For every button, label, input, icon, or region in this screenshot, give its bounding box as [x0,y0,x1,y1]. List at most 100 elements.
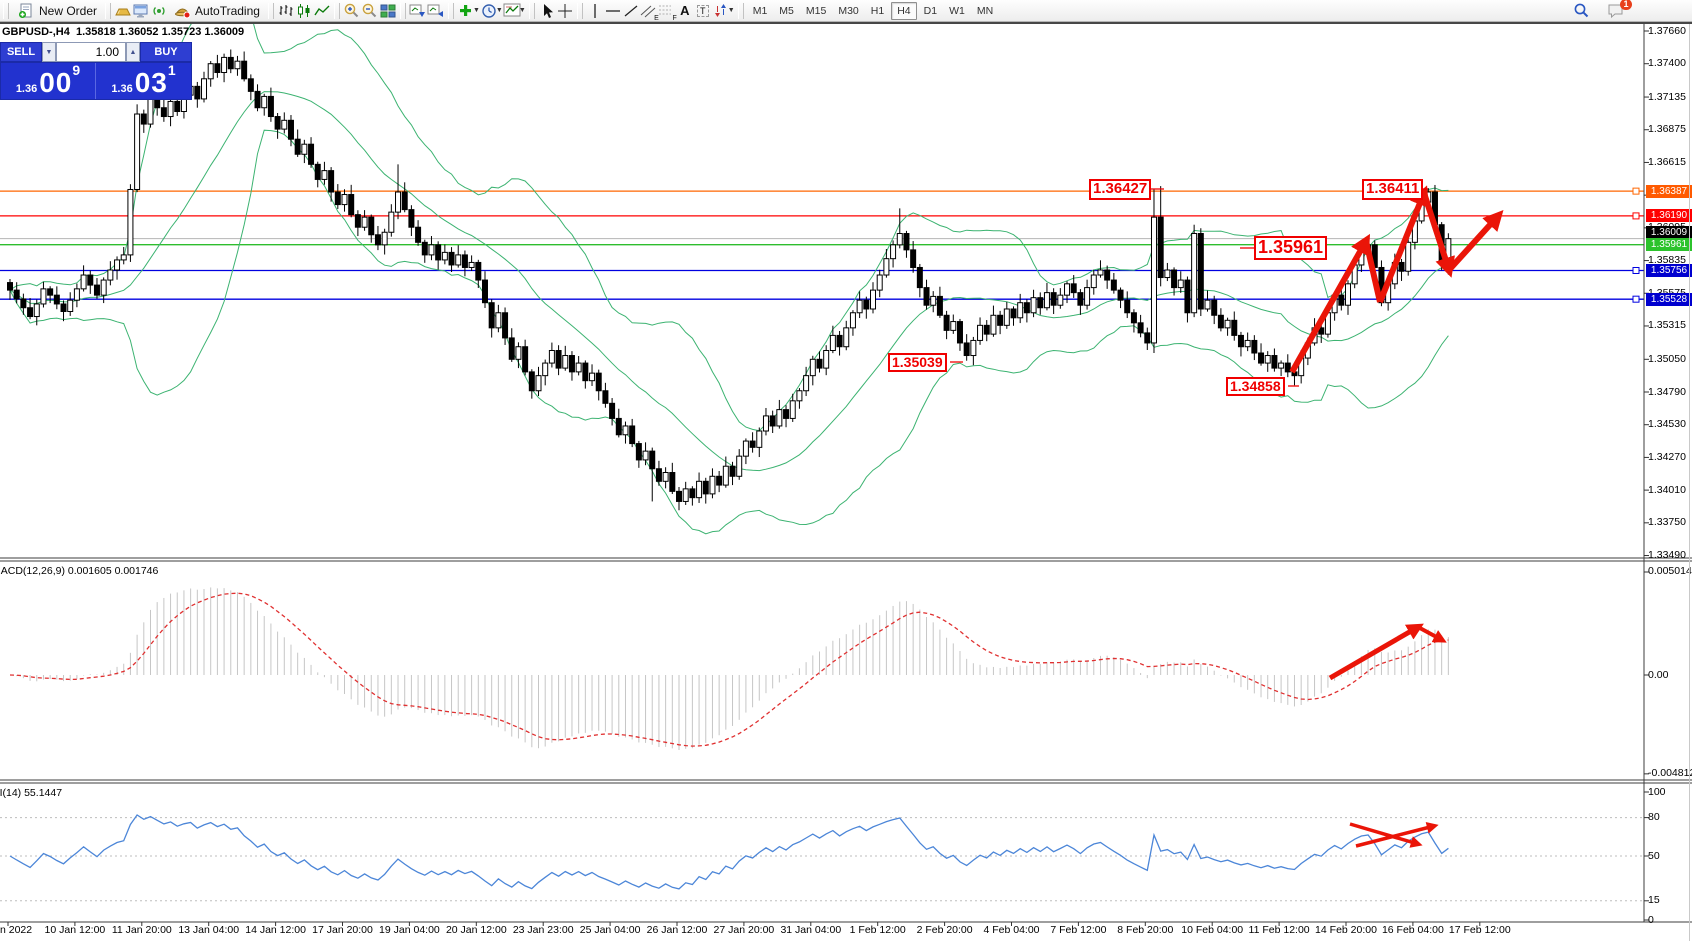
candle [1023,302,1030,314]
candle [883,258,890,276]
templates-icon[interactable] [503,1,521,21]
candle [1097,269,1104,276]
terminal-icon[interactable] [132,1,150,21]
volume-up-button[interactable]: ▲ [126,42,140,62]
candlestick-chart-icon[interactable] [295,1,313,21]
ask-price-display[interactable]: 1.36 03 1 [96,63,191,99]
arrows-dropdown-icon[interactable]: ▼ [727,7,735,14]
search-icon[interactable] [1572,1,1590,21]
price-tick-label: 1.36615 [1648,155,1686,168]
timeframe-button-w1[interactable]: W1 [949,4,965,17]
price-tick-label: 1.35315 [1648,319,1686,332]
periods-clock-icon[interactable] [480,1,498,21]
price-annotation-label[interactable]: 1.35961 [1254,236,1328,260]
autotrading-button[interactable]: AutoTrading [168,1,265,21]
zoom-in-icon[interactable] [343,1,361,21]
volume-input[interactable]: 1.00 [56,42,126,62]
arrange-charts-icon[interactable] [409,1,427,21]
toolbar-grip [576,2,583,19]
vertical-line-tool-icon[interactable] [586,1,604,21]
candle [441,251,448,261]
timeframe-button-h1[interactable]: H1 [870,4,885,17]
candle [896,233,903,246]
bid-pip-digit: 9 [72,62,81,78]
volume-down-button[interactable]: ▼ [42,42,56,62]
candle [1171,269,1178,289]
price-badge: 1.36387 [1646,184,1692,198]
candle [207,63,214,80]
price-tick-label: 1.37400 [1648,57,1686,70]
new-order-button[interactable]: New Order [12,1,102,21]
candle [870,289,877,310]
candle [381,231,388,246]
sell-button[interactable]: SELL [0,42,42,62]
text-tool-icon[interactable]: A [676,1,694,21]
trend-annotation-arrow [1377,185,1429,304]
candle [428,244,435,256]
price-tick-label: 1.37135 [1648,90,1686,103]
candle [716,475,723,486]
price-annotation-label[interactable]: 1.34858 [1226,377,1285,397]
timeframe-button-m30[interactable]: M30 [838,4,859,17]
label-tool-icon[interactable]: T [694,1,712,21]
price-annotation-label[interactable]: 1.36411 [1362,179,1424,200]
indicators-icon[interactable] [457,1,475,21]
cascade-charts-icon[interactable] [427,1,445,21]
candle [1017,302,1024,319]
candle [134,113,141,190]
candle [461,254,468,268]
candle [502,312,509,339]
time-axis-label: 17 Jan 20:00 [312,924,373,936]
trend-annotation-arrow [1363,240,1383,303]
timeframe-button-mn[interactable]: MN [976,4,994,17]
annotation-arrows [950,185,1504,848]
arrows-tool-icon[interactable] [712,1,730,21]
candle [622,425,629,436]
timeframe-button-m5[interactable]: M5 [779,4,794,17]
candle [281,119,288,130]
rsi-tick-label: 15 [1648,894,1660,907]
timeframe-bar: M1 M5 M15 M30 H1 H4 D1 W1 MN [747,1,999,20]
candle [415,226,422,243]
gold-bar-icon[interactable] [114,1,132,21]
cursor-icon[interactable] [538,1,556,21]
bid-price-display[interactable]: 1.36 00 9 [1,63,96,99]
zoom-out-icon[interactable] [361,1,379,21]
buy-button[interactable]: BUY [140,42,192,62]
indicators-dropdown-icon[interactable]: ▼ [472,7,480,14]
candle [1104,269,1111,281]
rsi-tick-label: 0 [1648,913,1654,926]
chat-icon[interactable]: 1 [1604,0,1632,21]
trendline-tool-icon[interactable] [622,1,640,21]
timeframe-button-m1[interactable]: M1 [752,4,768,17]
rsi-tick-label: 80 [1648,811,1660,824]
timeframe-button-m15[interactable]: M15 [805,4,827,17]
horizontal-line-tool-icon[interactable] [604,1,622,21]
candle [776,409,783,427]
periods-dropdown-icon[interactable]: ▼ [495,7,503,14]
candle [27,307,34,318]
candle [1043,292,1050,309]
candle [829,334,836,351]
time-axis-label: 31 Jan 04:00 [780,924,842,936]
candle [930,295,937,306]
fibonacci-tool-icon[interactable]: F [658,1,677,22]
tile-windows-icon[interactable] [379,1,397,21]
price-annotation-label[interactable]: 1.36427 [1089,179,1152,200]
time-axis-label: 17 Feb 12:00 [1448,924,1511,936]
candle [321,170,328,180]
bar-chart-icon[interactable] [277,1,295,21]
time-axis-label: 19 Jan 04:00 [379,924,440,936]
price-annotation-label[interactable]: 1.35039 [888,353,947,373]
channel-tool-icon[interactable]: E [640,1,659,22]
candle [314,163,321,180]
signals-icon[interactable] [150,1,168,21]
templates-dropdown-icon[interactable]: ▼ [518,7,526,14]
crosshair-icon[interactable] [556,1,574,21]
timeframe-button-h4[interactable]: H4 [891,1,917,20]
candle [107,269,114,281]
line-chart-icon[interactable] [313,1,331,21]
timeframe-button-d1[interactable]: D1 [923,4,938,17]
candle [234,60,241,70]
